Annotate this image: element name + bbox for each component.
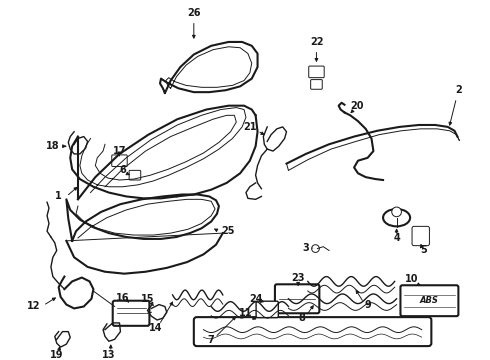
Text: 19: 19 [50,350,64,360]
Text: 26: 26 [187,8,200,18]
Text: 20: 20 [350,101,364,111]
Text: 6: 6 [119,165,126,175]
Text: 2: 2 [455,85,462,95]
FancyBboxPatch shape [112,155,127,166]
Text: 9: 9 [364,300,371,310]
Text: 15: 15 [141,294,154,304]
Text: 8: 8 [298,313,305,323]
FancyBboxPatch shape [256,301,278,318]
Text: 22: 22 [311,37,324,47]
FancyBboxPatch shape [309,66,324,78]
Text: 7: 7 [208,335,215,345]
Text: ABS: ABS [420,296,439,305]
Text: 5: 5 [420,244,427,255]
Text: 13: 13 [102,350,116,360]
Text: 24: 24 [249,294,262,304]
FancyBboxPatch shape [275,284,319,313]
Text: 1: 1 [55,192,62,202]
FancyBboxPatch shape [311,80,322,89]
FancyBboxPatch shape [129,170,141,180]
Text: 16: 16 [116,293,129,303]
Text: 11: 11 [239,308,253,318]
Text: 25: 25 [221,226,234,236]
Text: 10: 10 [405,274,419,284]
Circle shape [392,207,401,217]
Ellipse shape [383,209,410,226]
Text: 21: 21 [243,122,257,132]
Text: 18: 18 [46,141,60,151]
FancyBboxPatch shape [113,301,149,326]
Text: 4: 4 [393,233,400,243]
Circle shape [312,245,319,252]
Text: 17: 17 [113,146,126,156]
Text: 12: 12 [27,301,40,311]
FancyBboxPatch shape [194,317,431,346]
FancyBboxPatch shape [412,226,429,246]
Text: 3: 3 [302,243,309,253]
Text: 14: 14 [148,323,162,333]
FancyBboxPatch shape [400,285,458,316]
Text: 23: 23 [292,273,305,283]
